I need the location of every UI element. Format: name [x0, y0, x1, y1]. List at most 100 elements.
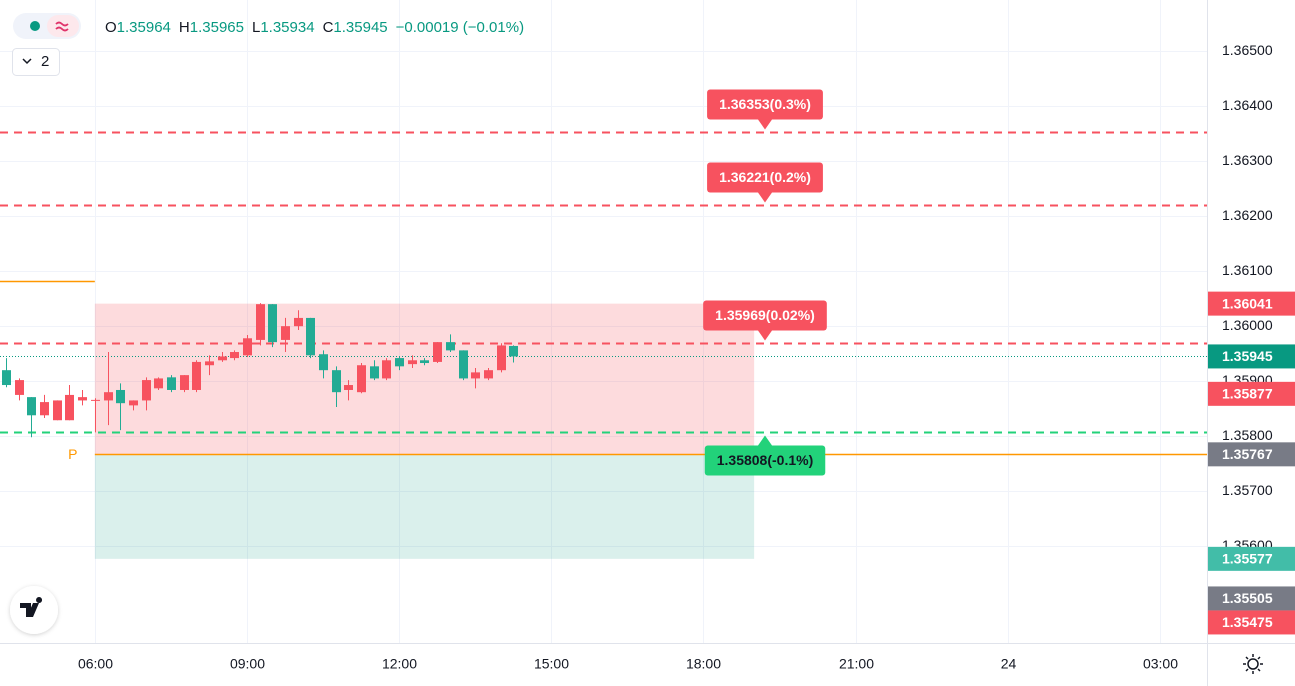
x-tick-label: 12:00	[382, 656, 417, 672]
candle-body	[294, 317, 303, 327]
candle-body	[180, 375, 189, 390]
price-tag	[1208, 381, 1295, 406]
x-tick-label: 09:00	[230, 656, 265, 672]
alert-label[interactable]: 1.36221(0.2%)	[707, 162, 823, 203]
legend-key: H	[179, 19, 190, 36]
alert-text: 1.36353(0.3%)	[719, 96, 811, 112]
settings-icon[interactable]	[1243, 654, 1263, 674]
legend-value: 1.35945	[333, 19, 387, 36]
alert-box	[707, 89, 823, 120]
legend-key: O	[105, 19, 117, 36]
price-tag-label: 1.36041	[1222, 295, 1273, 311]
price-tag-label: 1.35767	[1222, 446, 1273, 462]
candle-body	[319, 354, 328, 371]
x-tick-label: 21:00	[839, 656, 874, 672]
y-tick-label: 1.35800	[1222, 427, 1273, 443]
pivot-label: P	[68, 446, 77, 462]
y-tick-label: 1.36000	[1222, 317, 1273, 333]
price-tag	[1208, 586, 1295, 611]
candle-body	[344, 385, 353, 390]
y-tick-label: 1.36300	[1222, 152, 1273, 168]
candle-body	[15, 380, 24, 395]
candle-body	[497, 345, 506, 371]
indicator-count: 2	[41, 53, 49, 70]
legend-value: 1.35965	[190, 19, 244, 36]
candle-body	[78, 397, 87, 401]
candle-body	[446, 342, 455, 351]
price-tag	[1208, 610, 1295, 635]
price-tag-label: 1.35877	[1222, 386, 1273, 402]
candle-body	[382, 360, 391, 379]
alert-box	[707, 162, 823, 193]
legend-key: L	[252, 19, 260, 36]
legend-value: 1.35934	[260, 19, 314, 36]
candle-body	[332, 370, 341, 393]
candle-body	[268, 304, 277, 343]
alert-label[interactable]: 1.35808(-0.1%)	[704, 435, 826, 476]
candle-body	[218, 356, 227, 361]
alert-text: 1.35969(0.02%)	[715, 307, 815, 323]
candle-body	[395, 358, 404, 367]
candle-body	[420, 360, 429, 364]
y-tick-label: 1.36400	[1222, 97, 1273, 113]
x-tick-label: 24	[1001, 656, 1017, 672]
candle-body	[408, 360, 417, 365]
alert-label[interactable]: 1.35969(0.02%)	[703, 300, 827, 341]
alert-pointer	[758, 330, 772, 341]
candle-body	[459, 350, 468, 379]
logo-mark	[20, 597, 43, 617]
x-tick-label: 18:00	[686, 656, 721, 672]
candle-body	[357, 365, 366, 393]
candle-body	[65, 394, 74, 421]
indicator-toggle[interactable]	[12, 48, 60, 76]
candle-body	[471, 372, 480, 379]
candle-body	[2, 370, 11, 386]
price-tag	[1208, 442, 1295, 467]
candle-body	[116, 389, 125, 404]
candle-body	[27, 397, 36, 416]
x-tick-label: 15:00	[534, 656, 569, 672]
candle-body	[91, 399, 100, 401]
candle-body	[104, 392, 113, 401]
alert-text: 1.36221(0.2%)	[719, 169, 811, 185]
alert-label[interactable]: 1.36353(0.3%)	[707, 89, 823, 130]
alert-pointer	[758, 119, 772, 130]
alert-pointer	[758, 192, 772, 203]
delay-icon	[55, 21, 69, 32]
candle-body	[40, 402, 49, 416]
market-status-dot	[30, 21, 40, 31]
candle-body	[142, 380, 151, 401]
candle-body	[167, 377, 176, 390]
alert-box	[703, 300, 827, 331]
price-tag	[1208, 291, 1295, 316]
candle-body	[433, 342, 442, 362]
candle-body	[281, 326, 290, 340]
chevron-icon	[22, 58, 32, 65]
price-tag	[1208, 344, 1295, 369]
price-tag	[1208, 546, 1295, 571]
y-tick-label: 1.36500	[1222, 42, 1273, 58]
candle-body	[509, 345, 518, 357]
candle-body	[205, 361, 214, 366]
candle-body	[243, 338, 252, 356]
plot-area: P	[0, 131, 1207, 559]
candle-body	[306, 317, 315, 356]
axes: 1.36500 1.36400 1.36300 1.36200 1.36100 1.360…	[78, 42, 1295, 672]
candle-body	[53, 400, 62, 421]
x-tick-label: 06:00	[78, 656, 113, 672]
price-tag-label: 1.35577	[1222, 551, 1273, 567]
legend-change: −0.00019 (−0.01%)	[396, 19, 524, 36]
alert-box	[704, 445, 826, 476]
alert-pointer	[758, 435, 772, 446]
delay-badge	[47, 15, 79, 37]
candle-body	[154, 378, 163, 389]
candle-body	[192, 361, 201, 390]
candle-body	[256, 304, 265, 340]
candle-body	[230, 352, 239, 359]
candle-body	[370, 366, 379, 379]
legend-value: 1.35964	[117, 19, 171, 36]
overlay: 2 1.36353(0.3%) 1.36221(0.2%) 1.35969(0.02…	[10, 13, 1263, 674]
y-tick-label: 1.36200	[1222, 207, 1273, 223]
